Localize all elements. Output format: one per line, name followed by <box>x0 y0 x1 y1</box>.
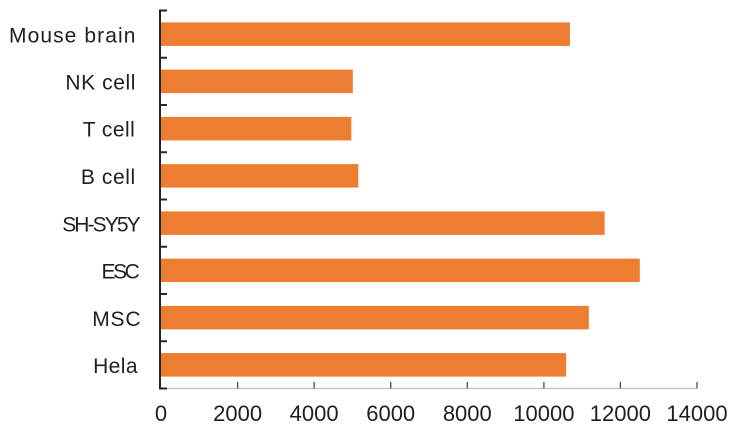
svg-text:ESC: ESC <box>102 261 140 284</box>
svg-text:14000: 14000 <box>666 401 727 426</box>
svg-text:T cell: T cell <box>83 119 135 142</box>
svg-text:2000: 2000 <box>213 401 262 426</box>
svg-text:8000: 8000 <box>443 401 492 426</box>
svg-text:12000: 12000 <box>590 401 651 426</box>
svg-text:10000: 10000 <box>513 401 574 426</box>
svg-text:4000: 4000 <box>290 401 339 426</box>
svg-text:0: 0 <box>155 401 167 426</box>
svg-text:MSC: MSC <box>92 308 140 331</box>
svg-text:Mouse brain: Mouse brain <box>9 25 135 48</box>
svg-text:NK cell: NK cell <box>65 71 135 94</box>
svg-text:B cell: B cell <box>81 166 135 189</box>
svg-text:Hela: Hela <box>93 355 138 378</box>
svg-text:6000: 6000 <box>366 401 415 426</box>
svg-text:SH-SY5Y: SH-SY5Y <box>62 213 141 236</box>
